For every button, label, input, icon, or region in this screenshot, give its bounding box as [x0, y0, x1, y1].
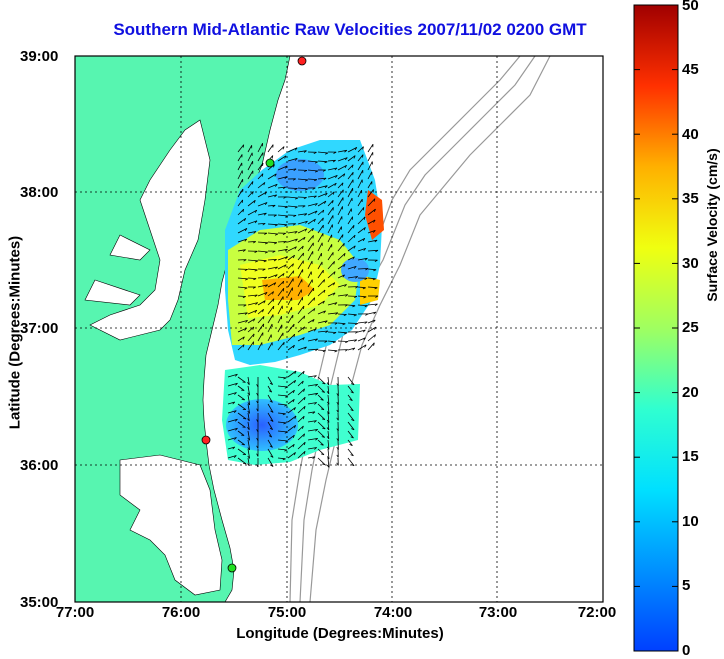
chesapeake-bay — [89, 119, 211, 341]
colorbar-tick-label: 50 — [682, 0, 699, 14]
y-tick-label: 35:00 — [20, 594, 59, 611]
colorbar-tick-label: 45 — [682, 61, 699, 78]
grid-lines — [75, 56, 603, 602]
plot-frame — [74, 55, 604, 603]
station-marker — [297, 56, 307, 66]
colorbar-tick-label: 0 — [682, 642, 691, 659]
x-tick-label: 72:00 — [577, 604, 617, 621]
x-tick-label: 73:00 — [478, 604, 518, 621]
velocity-arrows — [227, 143, 379, 468]
x-axis-label: Longitude (Degrees:Minutes) — [236, 625, 444, 642]
x-tick-label: 77:00 — [55, 604, 95, 621]
chart-title: Southern Mid-Atlantic Raw Velocities 200… — [113, 20, 587, 39]
colorbar-tick-label: 10 — [682, 513, 699, 530]
y-tick-label: 37:00 — [20, 320, 59, 337]
colorbar-tick-label: 30 — [682, 255, 699, 272]
colorbar-label: Surface Velocity (cm/s) — [704, 148, 720, 302]
colorbar-tick-label: 25 — [682, 319, 699, 336]
station-marker — [265, 158, 275, 168]
pamlico-sound — [119, 454, 223, 596]
colorbar-tick-label: 35 — [682, 190, 699, 207]
x-tick-label: 74:00 — [373, 604, 413, 621]
colorbar-tick-label: 40 — [682, 126, 699, 143]
velocity-field — [222, 140, 384, 465]
hf-radar-stations — [201, 56, 307, 573]
y-tick-label: 36:00 — [20, 457, 59, 474]
station-marker — [227, 563, 237, 573]
colorbar-tick-label: 20 — [682, 384, 699, 401]
y-tick-label: 39:00 — [20, 48, 59, 65]
colorbar-tick-label: 5 — [682, 577, 691, 594]
y-tick-label: 38:00 — [20, 184, 59, 201]
x-tick-label: 75:00 — [267, 604, 307, 621]
colorbar-tick-marks — [634, 4, 678, 652]
station-marker — [201, 435, 211, 445]
x-tick-label: 76:00 — [161, 604, 201, 621]
colorbar-tick-label: 15 — [682, 448, 699, 465]
colorbar — [633, 4, 679, 652]
